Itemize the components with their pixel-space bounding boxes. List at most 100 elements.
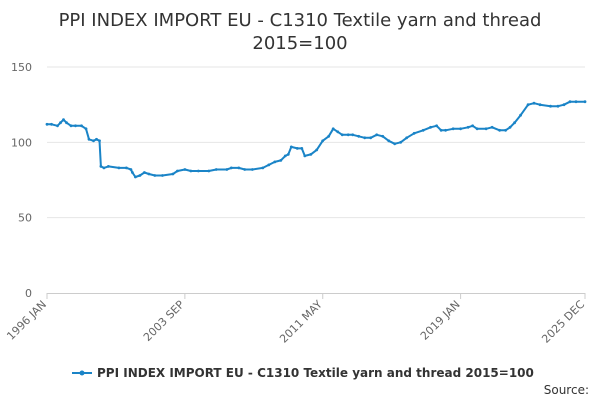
chart-title: PPI INDEX IMPORT EU - C1310 Textile yarn… bbox=[59, 10, 542, 54]
chart-title-line-2: 2015=100 bbox=[252, 33, 347, 54]
x-tick-label: 1996 JAN bbox=[4, 298, 49, 343]
data-point bbox=[429, 125, 432, 129]
data-point bbox=[369, 136, 373, 140]
data-point bbox=[451, 127, 455, 131]
data-point bbox=[459, 127, 462, 131]
data-point bbox=[243, 168, 247, 171]
data-point bbox=[129, 168, 133, 171]
data-point bbox=[189, 169, 193, 173]
data-point bbox=[357, 134, 361, 138]
data-point bbox=[286, 153, 290, 156]
data-point bbox=[65, 121, 68, 125]
data-point bbox=[207, 169, 211, 173]
data-point bbox=[562, 103, 566, 107]
data-point bbox=[74, 124, 77, 128]
data-point bbox=[138, 174, 142, 177]
data-point bbox=[289, 145, 293, 149]
data-point bbox=[87, 137, 91, 141]
data-point bbox=[171, 172, 175, 176]
data-point bbox=[261, 166, 265, 170]
data-point bbox=[84, 127, 88, 131]
gridlines bbox=[47, 66, 585, 219]
data-point bbox=[80, 124, 83, 128]
data-point bbox=[399, 140, 403, 144]
data-point bbox=[134, 175, 137, 179]
data-point bbox=[574, 100, 578, 104]
data-point bbox=[102, 166, 106, 170]
data-point bbox=[315, 148, 319, 152]
data-point bbox=[143, 171, 146, 174]
data-point bbox=[393, 142, 397, 146]
data-point bbox=[62, 118, 65, 122]
data-point bbox=[56, 124, 59, 128]
data-point bbox=[381, 134, 385, 138]
data-point bbox=[99, 165, 103, 168]
data-point bbox=[125, 166, 128, 170]
data-point bbox=[279, 159, 283, 162]
data-point bbox=[466, 125, 470, 129]
data-point bbox=[321, 139, 325, 143]
data-point bbox=[336, 130, 340, 134]
data-point bbox=[346, 133, 350, 137]
data-point bbox=[568, 100, 572, 104]
series-layer bbox=[45, 100, 587, 179]
data-point bbox=[513, 121, 516, 125]
source-label[interactable]: Source: bbox=[544, 383, 589, 397]
series-line bbox=[46, 100, 586, 178]
data-point bbox=[375, 133, 379, 137]
data-point bbox=[45, 122, 49, 126]
data-point bbox=[475, 127, 479, 131]
y-tick-label: 100 bbox=[11, 136, 32, 149]
data-point bbox=[583, 100, 587, 104]
data-point bbox=[69, 124, 73, 128]
data-point bbox=[273, 160, 277, 164]
data-point bbox=[412, 131, 416, 135]
data-point bbox=[295, 147, 299, 150]
data-point bbox=[498, 128, 501, 132]
y-tick-label: 50 bbox=[18, 212, 32, 225]
chart-title-line-1: PPI INDEX IMPORT EU - C1310 Textile yarn… bbox=[59, 10, 542, 31]
data-point bbox=[117, 166, 121, 170]
data-point bbox=[444, 128, 447, 132]
data-point bbox=[504, 128, 507, 132]
data-point bbox=[484, 127, 488, 131]
data-point bbox=[92, 139, 95, 143]
x-tick-label: 2019 JAN bbox=[418, 298, 463, 343]
data-point bbox=[176, 169, 179, 173]
data-point bbox=[421, 128, 425, 132]
data-point bbox=[340, 133, 344, 137]
data-point bbox=[526, 103, 530, 107]
data-point bbox=[331, 127, 335, 131]
data-point bbox=[183, 168, 187, 171]
data-point bbox=[59, 121, 62, 125]
data-point bbox=[309, 153, 313, 156]
data-point bbox=[363, 136, 367, 140]
data-point bbox=[538, 103, 542, 107]
y-tick-label: 150 bbox=[11, 61, 32, 74]
data-point bbox=[303, 154, 307, 158]
data-point bbox=[556, 104, 560, 108]
data-point bbox=[107, 165, 110, 168]
data-point bbox=[300, 147, 304, 150]
data-point bbox=[250, 168, 254, 171]
data-point bbox=[532, 101, 536, 105]
data-point bbox=[439, 128, 443, 132]
data-point bbox=[95, 137, 98, 141]
data-point bbox=[519, 113, 522, 117]
data-point bbox=[98, 139, 101, 143]
data-point bbox=[229, 166, 233, 170]
data-point bbox=[327, 134, 331, 138]
data-point bbox=[283, 154, 287, 158]
data-point bbox=[131, 171, 134, 174]
data-point bbox=[435, 124, 438, 128]
y-tick-label: 0 bbox=[25, 287, 32, 300]
x-tick-label: 2011 MAY bbox=[277, 298, 325, 346]
legend[interactable]: PPI INDEX IMPORT EU - C1310 Textile yarn… bbox=[72, 366, 534, 380]
data-point bbox=[237, 166, 241, 170]
data-point bbox=[471, 124, 474, 128]
data-point bbox=[508, 125, 512, 129]
data-point bbox=[387, 139, 391, 143]
data-point bbox=[549, 104, 552, 108]
data-point bbox=[147, 172, 151, 176]
